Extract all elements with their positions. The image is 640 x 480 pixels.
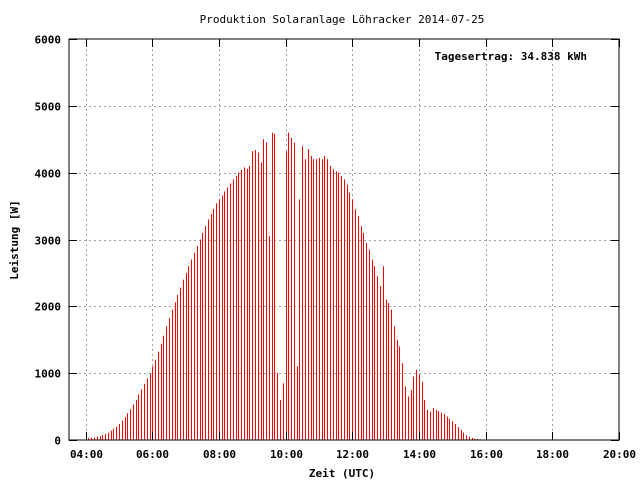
x-tick-label: 14:00 (403, 448, 436, 461)
plot-frame (68, 38, 620, 441)
x-tick-label: 08:00 (203, 448, 236, 461)
y-tick-label: 0 (54, 435, 61, 448)
x-tick-label: 16:00 (470, 448, 503, 461)
axis-ticks (69, 39, 620, 441)
chart-title: Produktion Solaranlage Löhracker 2014-07… (200, 13, 485, 26)
x-tick-label: 06:00 (136, 448, 169, 461)
x-tick-label: 18:00 (536, 448, 569, 461)
y-tick-label: 2000 (35, 301, 62, 314)
x-axis-label: Zeit (UTC) (309, 467, 375, 480)
x-tick-label: 10:00 (270, 448, 303, 461)
y-tick-labels: 0 1000 2000 3000 4000 5000 6000 (35, 34, 62, 448)
y-tick-label: 3000 (35, 235, 62, 248)
y-tick-label: 6000 (35, 34, 62, 47)
bar-series (86, 132, 481, 440)
y-tick-label: 5000 (35, 101, 62, 114)
y-tick-label: 4000 (35, 168, 62, 181)
x-tick-label: 12:00 (336, 448, 369, 461)
daily-yield-annotation: Tagesertrag: 34.838 kWh (435, 50, 587, 63)
x-tick-label: 04:00 (70, 448, 103, 461)
y-axis-label: Leistung [W] (8, 200, 21, 279)
x-tick-labels: 04:00 06:00 08:00 10:00 12:00 14:00 16:00 18:00… (70, 448, 636, 461)
x-tick-label: 20:00 (603, 448, 636, 461)
y-tick-label: 1000 (35, 368, 62, 381)
